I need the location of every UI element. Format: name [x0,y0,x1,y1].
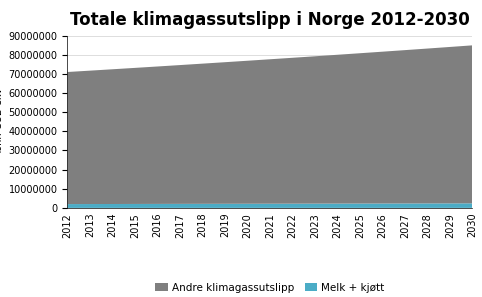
Y-axis label: Tonn CO2-ekv: Tonn CO2-ekv [0,88,4,155]
Legend: Andre klimagassutslipp, Melk + kjøtt: Andre klimagassutslipp, Melk + kjøtt [151,279,388,297]
Title: Totale klimagassutslipp i Norge 2012-2030: Totale klimagassutslipp i Norge 2012-203… [70,10,470,29]
